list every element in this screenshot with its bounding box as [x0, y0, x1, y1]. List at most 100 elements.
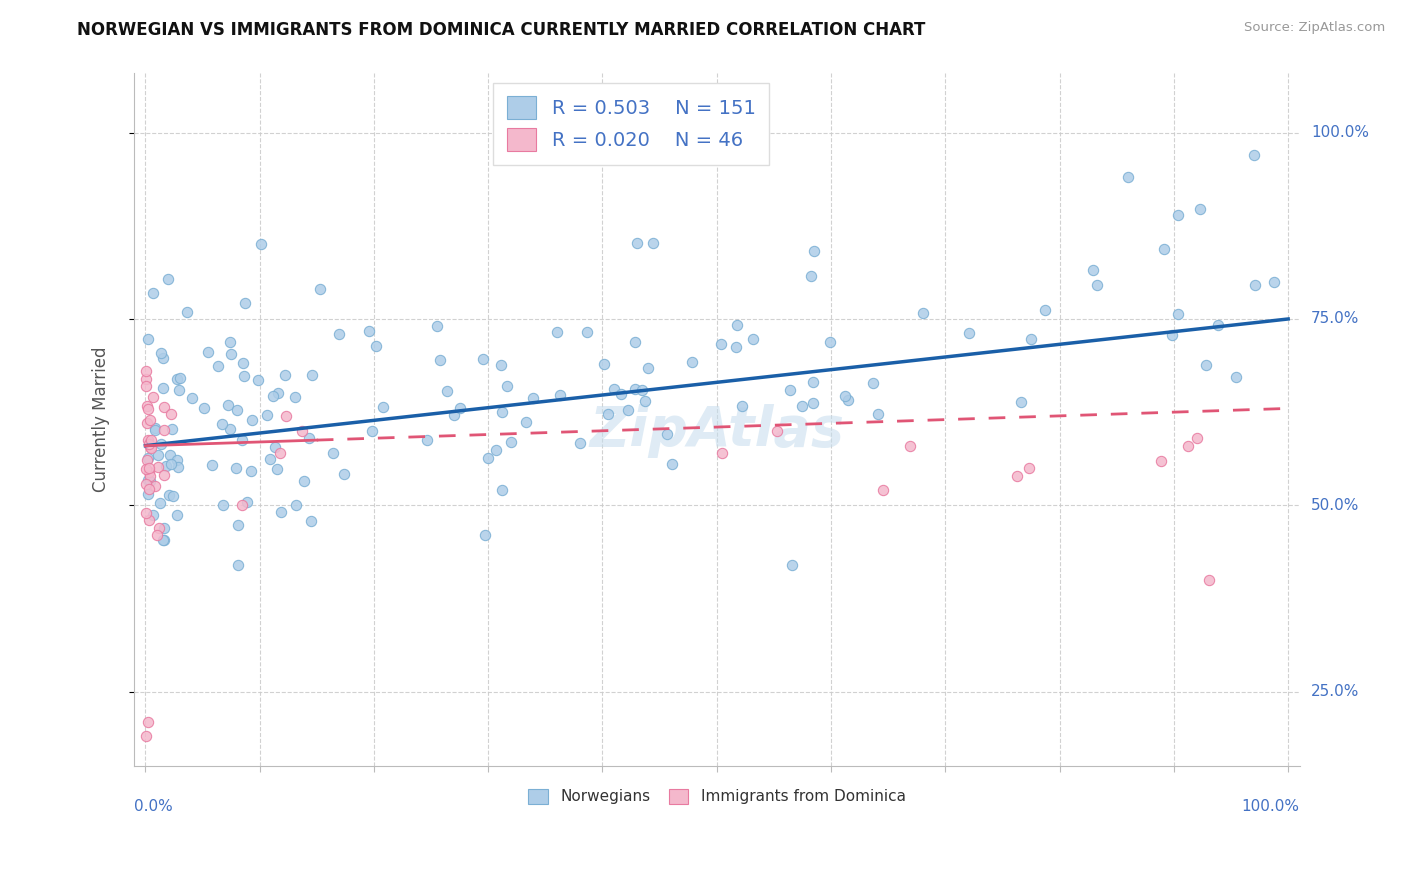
Point [834, 389, 856, 403]
Point [491, 405, 513, 419]
Point [266, 462, 288, 476]
Point [491, 483, 513, 497]
Point [136, 451, 159, 466]
Point [250, 237, 273, 252]
Point [143, 423, 166, 437]
Point [471, 351, 494, 366]
Point [731, 400, 754, 414]
Point [167, 383, 190, 397]
Point [136, 332, 159, 346]
Point [153, 401, 176, 415]
Point [725, 318, 748, 333]
Point [231, 433, 253, 447]
Point [218, 422, 240, 436]
Point [219, 347, 242, 361]
Point [546, 325, 568, 339]
Point [1161, 328, 1184, 343]
Point [292, 474, 315, 488]
Point [152, 533, 174, 548]
Point [602, 382, 624, 396]
Point [800, 269, 823, 284]
Text: ZipAtlas: ZipAtlas [589, 404, 844, 458]
Point [162, 489, 184, 503]
Point [219, 335, 242, 350]
Point [1177, 439, 1199, 453]
Point [291, 424, 314, 438]
Point [782, 558, 804, 572]
Point [160, 422, 183, 436]
Point [274, 409, 297, 423]
Point [643, 236, 665, 251]
Point [624, 382, 647, 396]
Point [138, 465, 160, 479]
Point [152, 351, 174, 366]
Point [1263, 276, 1285, 290]
Point [270, 505, 292, 519]
Point [661, 457, 683, 471]
Point [298, 431, 321, 445]
Text: 25.0%: 25.0% [1310, 684, 1360, 699]
Point [181, 391, 204, 405]
Point [742, 332, 765, 346]
Point [681, 355, 703, 369]
Point [872, 483, 894, 498]
Point [135, 461, 157, 475]
Point [233, 295, 256, 310]
Point [139, 440, 162, 454]
Point [269, 446, 291, 460]
Point [267, 386, 290, 401]
Point [866, 407, 889, 421]
Point [159, 448, 181, 462]
Point [1150, 453, 1173, 467]
Point [489, 358, 512, 372]
Point [501, 435, 523, 450]
Point [225, 402, 247, 417]
Point [135, 730, 157, 744]
Point [837, 393, 859, 408]
Point [136, 487, 159, 501]
Point [957, 326, 980, 340]
Point [575, 325, 598, 339]
Point [197, 345, 219, 359]
Point [166, 372, 188, 386]
Point [135, 379, 157, 393]
Point [624, 335, 647, 350]
Point [138, 468, 160, 483]
Point [285, 498, 308, 512]
Point [301, 368, 323, 383]
Point [426, 318, 449, 333]
Point [217, 398, 239, 412]
Point [436, 384, 458, 398]
Point [142, 508, 165, 523]
Point [596, 407, 619, 421]
Point [143, 421, 166, 435]
Point [449, 401, 471, 415]
Text: 0.0%: 0.0% [134, 799, 173, 814]
Point [862, 376, 884, 390]
Point [155, 458, 177, 473]
Point [617, 403, 640, 417]
Point [136, 433, 159, 447]
Point [143, 478, 166, 492]
Point [149, 346, 172, 360]
Point [724, 340, 747, 354]
Point [328, 326, 350, 341]
Point [166, 453, 188, 467]
Point [360, 424, 382, 438]
Point [167, 459, 190, 474]
Text: 100.0%: 100.0% [1310, 125, 1369, 140]
Point [1085, 277, 1108, 292]
Point [1225, 370, 1247, 384]
Point [211, 498, 233, 512]
Point [610, 386, 633, 401]
Point [142, 391, 165, 405]
Point [264, 440, 287, 454]
Point [912, 306, 935, 320]
Point [634, 394, 657, 409]
Point [898, 439, 921, 453]
Point [148, 449, 170, 463]
Point [240, 412, 263, 426]
Point [1010, 395, 1032, 409]
Point [176, 305, 198, 319]
Point [138, 513, 160, 527]
